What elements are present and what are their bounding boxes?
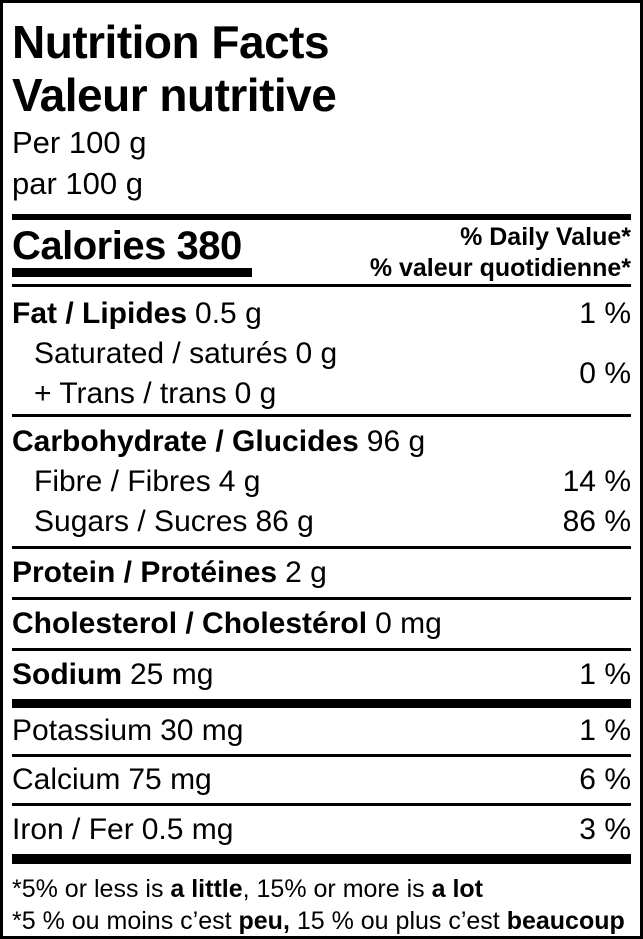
row-carbohydrate-text: Carbohydrate / Glucides 96 g bbox=[12, 422, 425, 462]
row-sugars-text: Sugars / Sucres 86 g bbox=[12, 502, 314, 542]
row-iron-dv: 3 % bbox=[579, 813, 631, 846]
serving-size-english: Per 100 g bbox=[12, 125, 147, 160]
saturated-trans-dv: 0 % bbox=[579, 357, 631, 390]
calories-section: Calories 380 % Daily Value* % valeur quo… bbox=[12, 220, 631, 287]
daily-value-heading-french: % valeur quotidienne* bbox=[369, 254, 631, 282]
row-fibre-dv: 14 % bbox=[562, 465, 631, 498]
row-sodium-dv: 1 % bbox=[579, 658, 631, 691]
row-iron-label: Iron / Fer bbox=[12, 813, 134, 846]
row-fibre-text: Fibre / Fibres 4 g bbox=[12, 462, 260, 502]
row-trans: + Trans / trans 0 g bbox=[12, 374, 337, 414]
row-sugars-dv: 86 % bbox=[562, 505, 631, 538]
footnote-french: *5 % ou moins c’est peu, 15 % ou plus c’… bbox=[12, 905, 631, 936]
calories-underline-bar bbox=[12, 268, 252, 277]
row-sodium: Sodium 25 mg 1 % bbox=[12, 648, 631, 699]
row-carbohydrate-label: Carbohydrate / Glucides bbox=[12, 425, 359, 458]
row-iron-text: Iron / Fer 0.5 mg bbox=[12, 810, 233, 850]
row-potassium: Potassium 30 mg 1 % bbox=[12, 708, 631, 754]
calories-value: Calories 380 bbox=[12, 224, 242, 268]
footnote-fr-beaucoup: beaucoup bbox=[506, 907, 625, 935]
row-calcium-label: Calcium bbox=[12, 763, 121, 796]
saturated-trans-group: Saturated / saturés 0 g + Trans / trans 0 … bbox=[12, 334, 631, 414]
row-sugars-amount: 86 g bbox=[255, 505, 314, 538]
row-protein-amount: 2 g bbox=[285, 556, 327, 589]
row-fibre-amount: 4 g bbox=[218, 465, 261, 498]
row-sodium-amount: 25 mg bbox=[130, 658, 214, 691]
row-protein-label: Protein / Protéines bbox=[12, 556, 278, 589]
saturated-trans-lines: Saturated / saturés 0 g + Trans / trans 0 … bbox=[12, 334, 337, 414]
row-calcium: Calcium 75 mg 6 % bbox=[12, 754, 631, 803]
row-protein: Protein / Protéines 2 g bbox=[12, 546, 631, 597]
row-saturated-label: Saturated / saturés bbox=[34, 337, 288, 370]
footnote-fr-peu: peu, bbox=[238, 907, 290, 935]
row-sugars-label: Sugars / Sucres bbox=[34, 505, 248, 538]
label-header: Nutrition Facts Valeur nutritive Per 100… bbox=[12, 3, 631, 204]
footnote-en-pre: *5% or less is bbox=[12, 875, 171, 903]
footnote-en-mid: , 15% or more is bbox=[242, 875, 432, 903]
row-trans-label: + Trans / trans bbox=[34, 377, 227, 410]
footnote-en-a-lot: a lot bbox=[431, 875, 483, 903]
row-fat: Fat / Lipides 0.5 g 1 % bbox=[12, 287, 631, 334]
row-fibre: Fibre / Fibres 4 g 14 % bbox=[12, 462, 631, 502]
daily-value-heading: % Daily Value* % valeur quotidienne* bbox=[370, 220, 631, 284]
footnote-en-a-little: a little bbox=[170, 875, 243, 903]
row-sodium-text: Sodium 25 mg bbox=[12, 655, 213, 695]
row-iron-amount: 0.5 mg bbox=[141, 813, 234, 846]
row-trans-amount: 0 g bbox=[234, 377, 277, 410]
row-potassium-amount: 30 mg bbox=[160, 714, 244, 747]
footnote-fr-mid: 15 % ou plus c’est bbox=[289, 907, 507, 935]
row-fat-dv: 1 % bbox=[579, 297, 631, 330]
row-carbohydrate: Carbohydrate / Glucides 96 g bbox=[12, 414, 631, 462]
footnote-english: *5% or less is a little, 15% or more is … bbox=[12, 873, 631, 905]
row-saturated: Saturated / saturés 0 g bbox=[12, 334, 337, 374]
footnote-separator-bar bbox=[12, 854, 631, 864]
serving-size-french: par 100 g bbox=[12, 166, 143, 201]
row-iron: Iron / Fer 0.5 mg 3 % bbox=[12, 803, 631, 854]
row-potassium-label: Potassium bbox=[12, 714, 153, 747]
row-potassium-dv: 1 % bbox=[579, 714, 631, 747]
footnote-fr-pre: *5 % ou moins c’est bbox=[12, 907, 239, 935]
header-separator-bar bbox=[12, 214, 631, 220]
row-calcium-dv: 6 % bbox=[579, 763, 631, 796]
row-fat-text: Fat / Lipides 0.5 g bbox=[12, 294, 262, 334]
row-carbohydrate-amount: 96 g bbox=[366, 425, 426, 458]
daily-value-heading-english: % Daily Value* bbox=[460, 223, 631, 251]
row-cholesterol-text: Cholesterol / Cholestérol 0 mg bbox=[12, 604, 442, 644]
footnote: *5% or less is a little, 15% or more is … bbox=[12, 864, 631, 936]
sodium-separator-bar bbox=[12, 699, 631, 708]
row-cholesterol: Cholesterol / Cholestérol 0 mg bbox=[12, 597, 631, 648]
row-fat-label: Fat / Lipides bbox=[12, 297, 188, 330]
row-potassium-text: Potassium 30 mg bbox=[12, 711, 243, 751]
title-english: Nutrition Facts bbox=[12, 16, 330, 68]
row-sodium-label: Sodium bbox=[12, 658, 122, 691]
title-french: Valeur nutritive bbox=[12, 69, 337, 121]
row-sugars: Sugars / Sucres 86 g 86 % bbox=[12, 502, 631, 546]
row-protein-text: Protein / Protéines 2 g bbox=[12, 553, 327, 593]
row-calcium-text: Calcium 75 mg bbox=[12, 760, 212, 800]
row-cholesterol-label: Cholesterol / Cholestérol bbox=[12, 607, 368, 640]
row-fibre-label: Fibre / Fibres bbox=[34, 465, 211, 498]
row-calcium-amount: 75 mg bbox=[128, 763, 212, 796]
calories-block: Calories 380 bbox=[12, 220, 252, 284]
row-fat-amount: 0.5 g bbox=[195, 297, 262, 330]
row-cholesterol-amount: 0 mg bbox=[375, 607, 442, 640]
row-saturated-amount: 0 g bbox=[295, 337, 338, 370]
